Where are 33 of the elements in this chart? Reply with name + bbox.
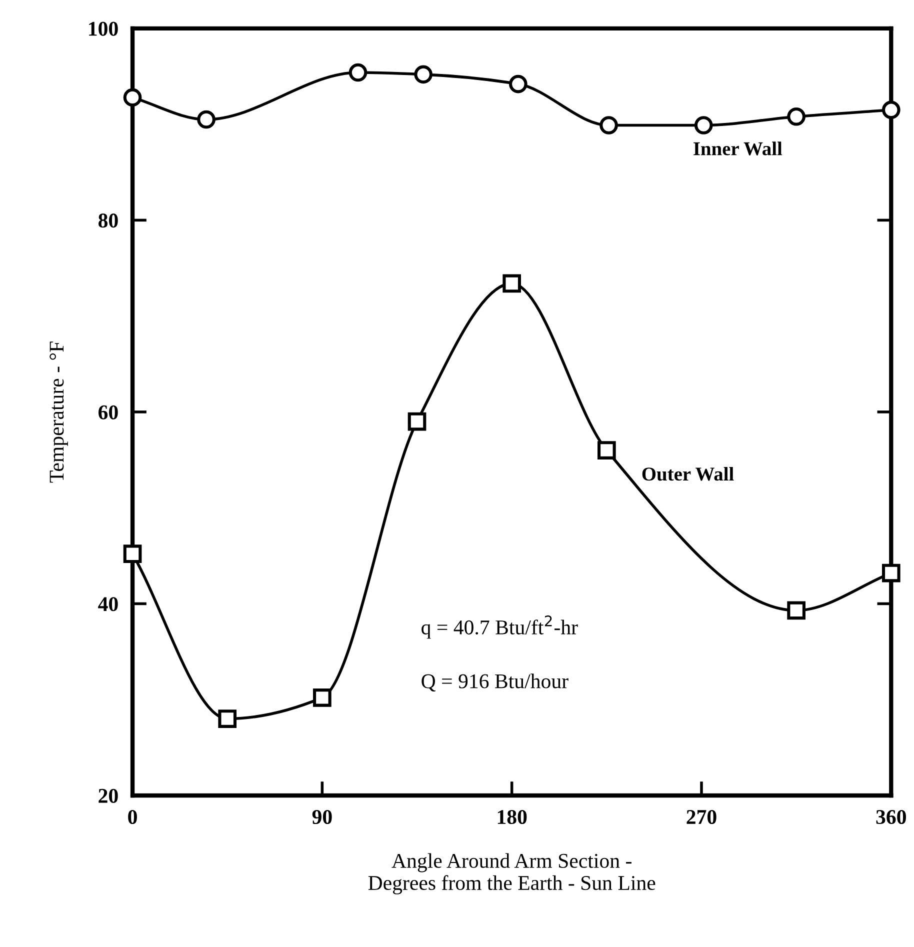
y-tick-label: 80 [98,214,118,228]
x-tick-label: 90 [312,810,332,824]
x-axis-title: Angle Around Arm Section - Degrees from the Earth - Sun Line [368,853,656,894]
annotation: Q = 916 Btu/hour [422,674,568,692]
x-tick-label: 270 [686,810,716,824]
point [598,441,616,460]
y-tick-label: 20 [98,788,118,803]
point [694,116,713,134]
point [313,688,332,707]
x-tick-label: 0 [128,810,137,824]
point [197,110,216,129]
x-tick-label: 360 [876,810,906,824]
y-axis-title: Temperature - °F [50,342,68,483]
point [414,65,433,84]
point [348,63,368,82]
point [123,544,142,564]
y-tick-label: 100 [89,22,118,36]
point [502,274,522,293]
annotation: q = 40.7 Btu/ft$^{2}$-hr [422,615,578,639]
y-tick-label: 40 [98,597,118,612]
x-tick-label: 180 [498,810,527,824]
point [508,74,528,94]
point [787,601,806,620]
y-tick-label: 60 [98,405,118,420]
point [408,412,426,431]
point [882,100,900,120]
point [600,116,618,134]
series-label: Outer Wall [642,466,734,481]
series-label: Inner Wall [694,142,782,156]
point [882,564,900,582]
point [123,88,142,107]
point [218,710,237,728]
point [787,107,806,126]
